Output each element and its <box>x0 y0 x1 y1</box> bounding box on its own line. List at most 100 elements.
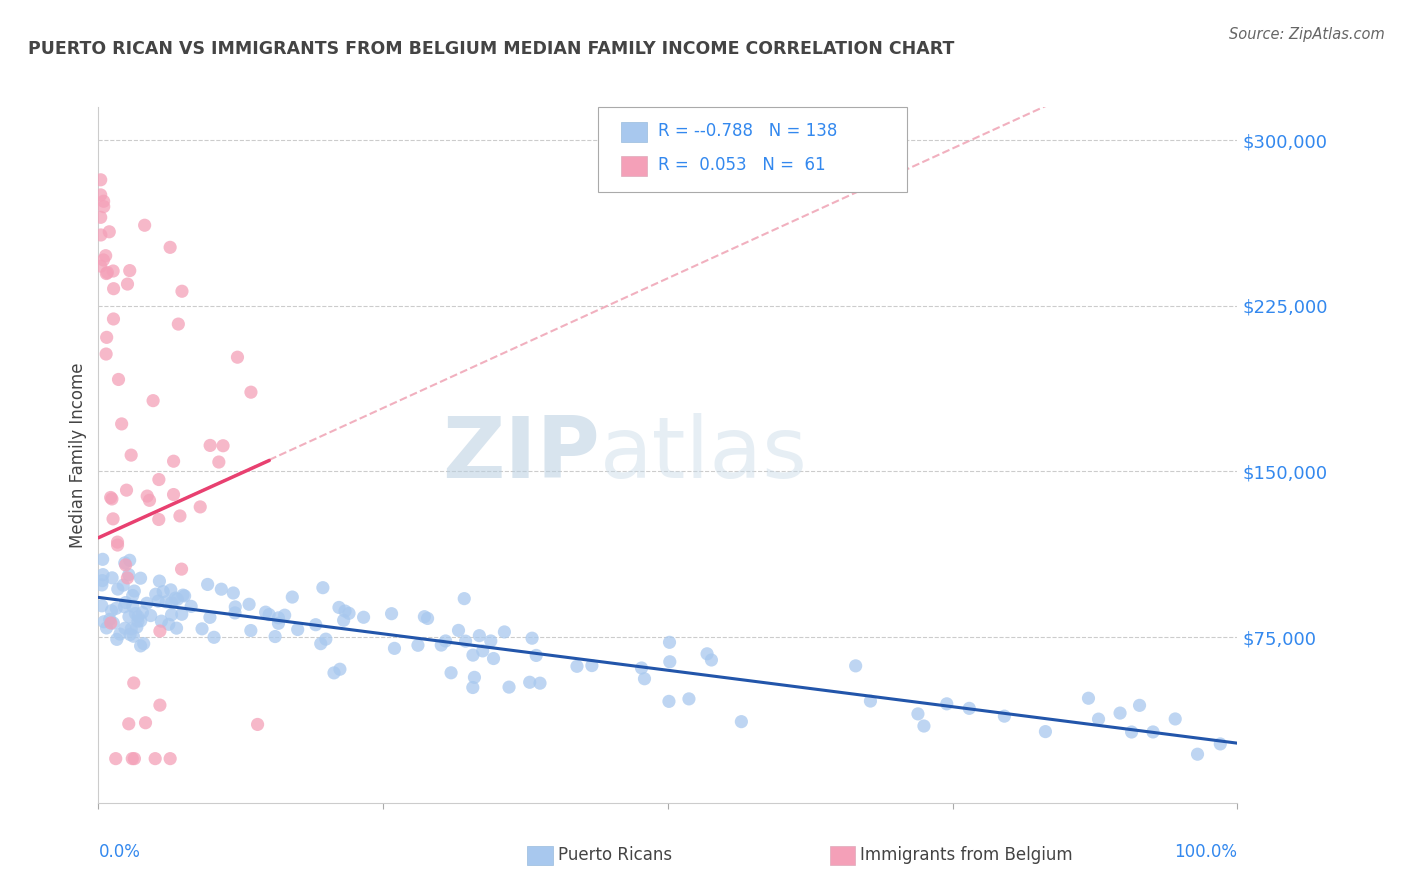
Point <box>935 697 957 711</box>
Point <box>957 701 980 715</box>
Point <box>1077 691 1099 706</box>
Point <box>167 317 190 331</box>
Point <box>479 634 502 648</box>
Point <box>160 607 183 622</box>
Point <box>198 610 221 624</box>
Point <box>468 629 491 643</box>
Point <box>224 599 246 614</box>
Point <box>471 644 494 658</box>
Point <box>198 438 221 452</box>
Point <box>121 589 143 603</box>
Point <box>1142 725 1164 739</box>
Point <box>101 571 124 585</box>
Point <box>416 611 439 625</box>
Point <box>100 491 122 505</box>
Point <box>1128 698 1150 713</box>
Text: 100.0%: 100.0% <box>1174 843 1237 861</box>
Point <box>136 489 159 503</box>
Point <box>101 264 124 278</box>
Point <box>118 263 141 277</box>
Point <box>93 200 115 214</box>
Point <box>254 605 277 619</box>
Point <box>101 512 124 526</box>
Point <box>440 665 463 680</box>
Point <box>105 601 128 615</box>
Point <box>1209 737 1232 751</box>
Point <box>112 599 135 614</box>
Point <box>112 578 135 592</box>
Point <box>93 252 115 267</box>
Point <box>845 658 868 673</box>
Point <box>191 622 214 636</box>
Point <box>202 630 225 644</box>
Point <box>93 615 115 629</box>
Point <box>1087 712 1109 726</box>
Point <box>267 616 290 631</box>
Point <box>1187 747 1209 762</box>
Point <box>139 608 162 623</box>
Point <box>122 629 145 643</box>
Point <box>111 417 134 431</box>
Point <box>463 670 485 684</box>
Point <box>226 350 249 364</box>
Point <box>246 717 269 731</box>
Point <box>333 604 356 618</box>
Point <box>658 635 681 649</box>
Point <box>105 632 128 647</box>
Point <box>132 637 155 651</box>
Point <box>129 639 152 653</box>
Point <box>107 538 129 552</box>
Point <box>124 607 146 621</box>
Text: atlas: atlas <box>599 413 807 497</box>
Point <box>90 227 112 242</box>
Point <box>98 612 121 626</box>
Point <box>148 473 170 487</box>
Point <box>107 582 129 596</box>
Point <box>482 651 505 665</box>
Point <box>430 638 453 652</box>
Point <box>447 624 470 638</box>
Point <box>166 621 188 635</box>
Point <box>114 556 136 570</box>
Text: R =  0.053   N =  61: R = 0.053 N = 61 <box>658 156 825 174</box>
Point <box>1121 725 1143 739</box>
Point <box>90 599 112 613</box>
Point <box>173 589 195 603</box>
Point <box>138 493 160 508</box>
Point <box>155 595 177 609</box>
Text: Source: ZipAtlas.com: Source: ZipAtlas.com <box>1229 27 1385 42</box>
Point <box>125 620 148 634</box>
Point <box>224 606 246 620</box>
Point <box>96 621 118 635</box>
Point <box>329 662 352 676</box>
Y-axis label: Median Family Income: Median Family Income <box>69 362 87 548</box>
Point <box>124 584 146 599</box>
Point <box>118 609 141 624</box>
Point <box>384 641 406 656</box>
Point <box>630 661 652 675</box>
Text: R = --0.788   N = 138: R = --0.788 N = 138 <box>658 122 838 140</box>
Point <box>93 194 115 209</box>
Point <box>90 578 112 592</box>
Point <box>519 675 541 690</box>
Point <box>180 599 202 614</box>
Point <box>454 634 477 648</box>
Point <box>162 454 184 468</box>
Point <box>208 455 231 469</box>
Point <box>143 751 166 765</box>
Point <box>131 606 153 620</box>
Point <box>696 647 718 661</box>
Point <box>1035 724 1057 739</box>
Point <box>461 648 484 662</box>
Point <box>160 596 183 610</box>
Point <box>170 562 193 576</box>
Point <box>328 600 350 615</box>
Point <box>134 219 156 233</box>
Point <box>120 448 142 462</box>
Point <box>309 637 332 651</box>
Point <box>993 709 1015 723</box>
Point <box>90 211 112 225</box>
Text: Immigrants from Belgium: Immigrants from Belgium <box>860 847 1073 864</box>
Point <box>91 552 114 566</box>
Point <box>323 665 346 680</box>
